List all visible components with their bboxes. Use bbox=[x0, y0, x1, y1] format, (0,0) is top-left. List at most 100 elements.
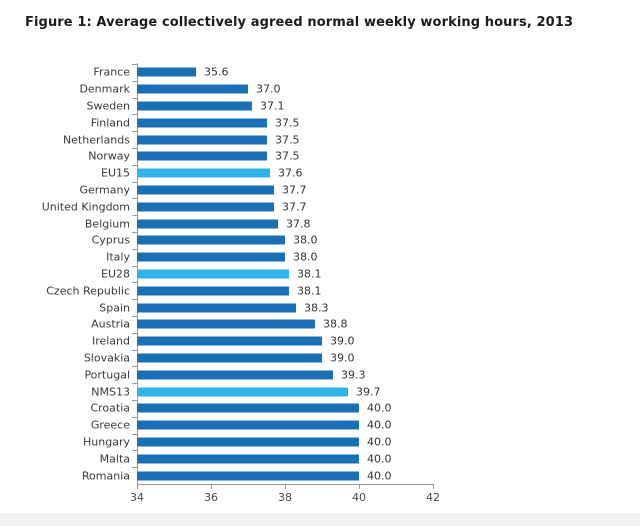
value-label: 37.5 bbox=[275, 133, 300, 147]
value-bar bbox=[137, 202, 274, 212]
y-axis-tick bbox=[132, 282, 137, 283]
value-label: 37.8 bbox=[286, 217, 311, 231]
value-bar bbox=[137, 319, 315, 329]
value-bar bbox=[137, 118, 267, 128]
value-label: 40.0 bbox=[367, 401, 392, 415]
y-axis-tick bbox=[132, 383, 137, 384]
category-label: France bbox=[93, 65, 130, 79]
category-label: United Kingdom bbox=[41, 200, 130, 214]
y-axis-tick bbox=[132, 64, 137, 65]
category-label: Hungary bbox=[83, 435, 130, 449]
y-axis-tick bbox=[132, 165, 137, 166]
category-label: Sweden bbox=[86, 99, 130, 113]
y-axis-tick bbox=[132, 131, 137, 132]
value-bar bbox=[137, 84, 248, 94]
chart-row-norway: Norway 37.5 bbox=[0, 148, 640, 165]
category-label: Denmark bbox=[79, 82, 130, 96]
category-label: Greece bbox=[90, 418, 130, 432]
chart-row-germany: Germany 37.7 bbox=[0, 182, 640, 199]
category-label: EU28 bbox=[101, 267, 130, 281]
value-label: 40.0 bbox=[367, 435, 392, 449]
value-bar bbox=[137, 370, 333, 380]
value-label: 38.1 bbox=[297, 267, 322, 281]
category-label: Romania bbox=[81, 469, 130, 483]
chart-row-greece: Greece 40.0 bbox=[0, 417, 640, 434]
y-axis-tick bbox=[132, 182, 137, 183]
chart-row-italy: Italy 38.0 bbox=[0, 249, 640, 266]
value-label: 40.0 bbox=[367, 469, 392, 483]
page-background-strip bbox=[0, 513, 640, 526]
value-bar bbox=[137, 252, 285, 262]
category-label: NMS13 bbox=[91, 385, 130, 399]
chart-row-belgium: Belgium 37.8 bbox=[0, 215, 640, 232]
x-axis-tick-label: 36 bbox=[204, 491, 218, 504]
y-axis-tick bbox=[132, 467, 137, 468]
chart-row-portugal: Portugal 39.3 bbox=[0, 366, 640, 383]
value-bar bbox=[137, 454, 359, 464]
value-label: 37.7 bbox=[282, 200, 307, 214]
category-label: Ireland bbox=[91, 334, 130, 348]
highlight-bar bbox=[137, 387, 348, 397]
x-axis-tick bbox=[285, 484, 286, 489]
y-axis-tick bbox=[132, 98, 137, 99]
category-label: Cyprus bbox=[91, 233, 130, 247]
y-axis-tick bbox=[132, 366, 137, 367]
value-bar bbox=[137, 303, 296, 313]
y-axis-tick bbox=[132, 215, 137, 216]
chart-row-eu28: EU28 38.1 bbox=[0, 266, 640, 283]
category-label: Slovakia bbox=[83, 351, 130, 365]
value-label: 40.0 bbox=[367, 418, 392, 432]
chart-row-ireland: Ireland 39.0 bbox=[0, 333, 640, 350]
y-axis-tick bbox=[132, 350, 137, 351]
value-label: 39.0 bbox=[330, 351, 355, 365]
value-label: 39.3 bbox=[341, 368, 366, 382]
highlight-bar bbox=[137, 269, 289, 279]
chart-row-denmark: Denmark 37.0 bbox=[0, 81, 640, 98]
x-axis-tick bbox=[137, 484, 138, 489]
value-bar bbox=[137, 235, 285, 245]
chart-row-czech-republic: Czech Republic 38.1 bbox=[0, 282, 640, 299]
x-axis-tick bbox=[433, 484, 434, 489]
value-bar bbox=[137, 286, 289, 296]
category-label: Spain bbox=[99, 301, 130, 315]
y-axis-tick bbox=[132, 434, 137, 435]
x-axis-tick bbox=[211, 484, 212, 489]
category-label: Croatia bbox=[90, 401, 130, 415]
category-label: Czech Republic bbox=[46, 284, 130, 298]
chart-row-romania: Romania 40.0 bbox=[0, 467, 640, 484]
y-axis-tick bbox=[132, 316, 137, 317]
chart-row-sweden: Sweden 37.1 bbox=[0, 98, 640, 115]
value-label: 38.0 bbox=[293, 250, 318, 264]
x-axis-tick-label: 38 bbox=[278, 491, 292, 504]
y-axis-tick bbox=[132, 81, 137, 82]
category-label: EU15 bbox=[101, 166, 130, 180]
value-label: 35.6 bbox=[204, 65, 229, 79]
value-bar bbox=[137, 185, 274, 195]
category-label: Germany bbox=[79, 183, 130, 197]
y-axis-tick bbox=[132, 232, 137, 233]
y-axis-tick bbox=[132, 333, 137, 334]
value-bar bbox=[137, 151, 267, 161]
y-axis-tick bbox=[132, 400, 137, 401]
chart-row-malta: Malta 40.0 bbox=[0, 450, 640, 467]
x-axis-tick bbox=[359, 484, 360, 489]
chart-row-eu15: EU15 37.6 bbox=[0, 165, 640, 182]
value-bar bbox=[137, 67, 196, 77]
chart-row-cyprus: Cyprus 38.0 bbox=[0, 232, 640, 249]
value-label: 37.5 bbox=[275, 149, 300, 163]
chart-row-austria: Austria 38.8 bbox=[0, 316, 640, 333]
value-bar bbox=[137, 336, 322, 346]
value-label: 40.0 bbox=[367, 452, 392, 466]
value-bar bbox=[137, 353, 322, 363]
y-axis-tick bbox=[132, 114, 137, 115]
value-bar bbox=[137, 420, 359, 430]
x-axis-tick-label: 42 bbox=[426, 491, 440, 504]
category-label: Netherlands bbox=[62, 133, 130, 147]
value-label: 37.6 bbox=[278, 166, 303, 180]
chart-row-spain: Spain 38.3 bbox=[0, 299, 640, 316]
y-axis-tick bbox=[132, 266, 137, 267]
chart-row-finland: Finland 37.5 bbox=[0, 114, 640, 131]
y-axis-tick bbox=[132, 249, 137, 250]
